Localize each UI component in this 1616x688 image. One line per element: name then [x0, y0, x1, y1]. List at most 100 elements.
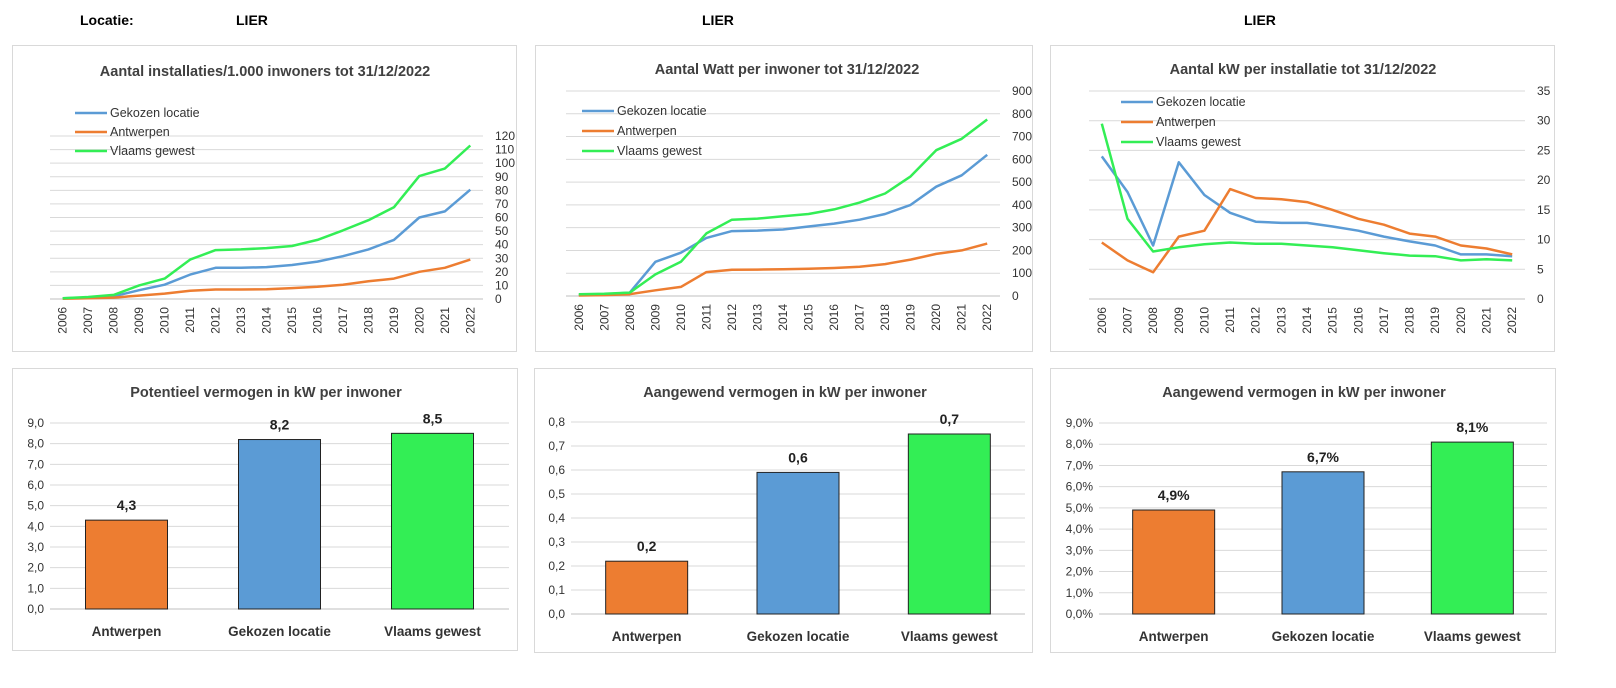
x-tick-label: 2017	[853, 304, 867, 331]
y-tick-label: 7,0	[27, 457, 44, 471]
x-tick-label: 2007	[1120, 307, 1134, 334]
y-tick-label: 110	[495, 143, 514, 157]
x-tick-label: 2008	[107, 307, 121, 334]
bar-gekozen-locatie	[238, 439, 321, 610]
y-tick-label: 5	[1537, 262, 1544, 276]
series-line-antwerpen	[62, 258, 471, 300]
chart-title: Potentieel vermogen in kW per inwoner	[130, 385, 402, 401]
location-header-middle: LIER	[702, 12, 734, 28]
legend-label-antwerpen: Antwerpen	[617, 124, 677, 138]
data-label-antwerpen: 4,9%	[1158, 487, 1190, 503]
y-tick-label: 900	[1012, 84, 1032, 98]
locatie-label: Locatie:	[80, 12, 134, 28]
bar-antwerpen	[1132, 509, 1216, 615]
x-tick-label: 2008	[1146, 307, 1160, 334]
x-tick-label: 2016	[827, 304, 841, 331]
x-tick-label: 2020	[1454, 307, 1468, 334]
y-tick-label: 0	[1012, 289, 1019, 303]
x-tick-label: 2012	[1249, 307, 1263, 334]
legend-label-antwerpen: Antwerpen	[110, 125, 170, 139]
x-tick-label: 2009	[1172, 307, 1186, 334]
category-label-vlaams-gewest: Vlaams gewest	[384, 624, 481, 639]
y-tick-label: 0,0%	[1066, 607, 1094, 621]
y-tick-label: 8,0%	[1066, 437, 1094, 451]
legend-label-antwerpen: Antwerpen	[1156, 115, 1216, 129]
category-label-gekozen-locatie: Gekozen locatie	[1272, 629, 1375, 644]
y-tick-label: 0,7	[548, 439, 565, 453]
x-tick-label: 2013	[750, 304, 764, 331]
chart-installaties: Aantal installaties/1.000 inwoners tot 3…	[50, 64, 515, 334]
x-tick-label: 2006	[572, 304, 586, 331]
y-tick-label: 5,0	[27, 499, 44, 513]
y-tick-label: 50	[495, 224, 509, 238]
x-tick-label: 2010	[158, 307, 172, 334]
data-label-gekozen-locatie: 6,7%	[1307, 449, 1339, 465]
y-tick-label: 20	[1537, 173, 1551, 187]
y-tick-label: 0,1	[548, 583, 565, 597]
legend-label-gekozen-locatie: Gekozen locatie	[1156, 95, 1246, 109]
x-tick-label: 2009	[132, 307, 146, 334]
chart-aangewend-kw: Aangewend vermogen in kW per inwoner 0,0 0…	[548, 385, 1025, 644]
chart-title: Aantal kW per installatie tot 31/12/2022	[1170, 62, 1437, 78]
series-line-gekozen-locatie	[1100, 155, 1513, 258]
x-tick-label: 2013	[234, 307, 248, 334]
x-tick-label: 2014	[260, 307, 274, 334]
series-line-gekozen-locatie	[578, 153, 988, 297]
y-tick-label: 40	[495, 238, 509, 252]
x-tick-label: 2022	[463, 307, 477, 334]
chart-title: Aantal Watt per inwoner tot 31/12/2022	[655, 62, 920, 78]
x-tick-label: 2022	[980, 304, 994, 331]
chart-kw-installatie-panel: Aantal kW per installatie tot 31/12/2022…	[1050, 45, 1555, 352]
y-tick-label: 5,0%	[1066, 501, 1094, 515]
x-tick-label: 2018	[878, 304, 892, 331]
chart-aangewend-pct-panel: Aangewend vermogen in kW per inwoner 0,0%…	[1050, 368, 1556, 653]
data-label-vlaams-gewest: 8,5	[423, 410, 443, 426]
y-tick-label: 1,0	[27, 581, 44, 595]
chart-potentieel-panel: Potentieel vermogen in kW per inwoner 0,0…	[12, 368, 518, 651]
x-tick-label: 2009	[648, 304, 662, 331]
x-tick-label: 2007	[597, 304, 611, 331]
y-tick-label: 0,0	[27, 602, 44, 616]
chart-potentieel: Potentieel vermogen in kW per inwoner 0,0…	[27, 385, 509, 639]
y-tick-label: 3,0%	[1066, 543, 1094, 557]
y-tick-label: 35	[1537, 84, 1551, 98]
bar-vlaams-gewest	[1430, 441, 1514, 615]
x-tick-label: 2010	[1197, 307, 1211, 334]
legend-label-vlaams-gewest: Vlaams gewest	[1156, 135, 1241, 149]
x-tick-label: 2018	[1403, 307, 1417, 334]
y-tick-label: 60	[495, 211, 509, 225]
chart-aangewend-pct: Aangewend vermogen in kW per inwoner 0,0%…	[1066, 385, 1547, 644]
x-tick-label: 2021	[955, 304, 969, 331]
y-tick-label: 0,0	[548, 607, 565, 621]
data-label-vlaams-gewest: 0,7	[940, 411, 960, 427]
x-tick-label: 2017	[1377, 307, 1391, 334]
x-tick-label: 2012	[725, 304, 739, 331]
location-header-right: LIER	[1244, 12, 1276, 28]
category-label-antwerpen: Antwerpen	[92, 624, 162, 639]
x-tick-label: 2021	[1480, 307, 1494, 334]
y-tick-label: 400	[1012, 198, 1032, 212]
legend-label-gekozen-locatie: Gekozen locatie	[617, 104, 707, 118]
x-tick-label: 2016	[310, 307, 324, 334]
legend-label-vlaams-gewest: Vlaams gewest	[617, 144, 702, 158]
x-tick-label: 2014	[1300, 307, 1314, 334]
y-tick-label: 0	[495, 292, 502, 306]
y-tick-label: 2,0	[27, 561, 44, 575]
x-tick-label: 2011	[699, 304, 713, 330]
locatie-value: LIER	[236, 12, 268, 28]
data-label-antwerpen: 4,3	[117, 497, 137, 513]
y-tick-label: 600	[1012, 152, 1032, 166]
y-tick-label: 0,4	[548, 511, 565, 525]
bar-antwerpen	[605, 560, 689, 615]
chart-watt: Aantal Watt per inwoner tot 31/12/2022 0 1…	[566, 62, 1032, 331]
category-label-antwerpen: Antwerpen	[1139, 629, 1209, 644]
y-tick-label: 6,0	[27, 478, 44, 492]
x-tick-label: 2011	[183, 307, 197, 333]
x-tick-label: 2016	[1351, 307, 1365, 334]
y-tick-label: 10	[495, 278, 509, 292]
x-tick-label: 2015	[1326, 307, 1340, 334]
y-tick-label: 500	[1012, 175, 1032, 189]
chart-title: Aantal installaties/1.000 inwoners tot 3…	[100, 64, 430, 80]
y-tick-label: 0,8	[548, 415, 565, 429]
y-tick-label: 0,3	[548, 535, 565, 549]
